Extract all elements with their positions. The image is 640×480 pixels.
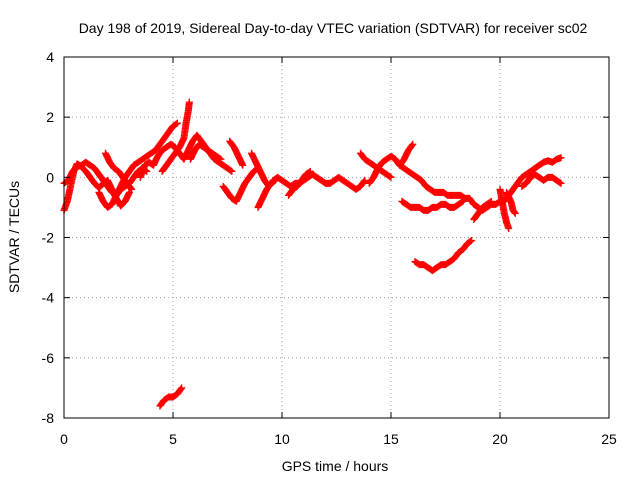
- data-point: [227, 167, 235, 175]
- data-points: [60, 98, 565, 410]
- y-tick-label: 2: [46, 109, 54, 125]
- data-point: [216, 155, 224, 163]
- chart-title: Day 198 of 2019, Sidereal Day-to-day VTE…: [79, 20, 588, 36]
- data-point: [360, 177, 368, 185]
- data-point: [557, 179, 565, 187]
- y-tick-label: -8: [42, 410, 55, 426]
- data-point: [511, 208, 519, 216]
- data-point: [387, 173, 395, 181]
- data-point: [468, 237, 476, 245]
- data-point: [217, 155, 225, 163]
- data-point: [409, 140, 417, 148]
- data-point: [127, 184, 135, 192]
- data-point: [305, 168, 313, 176]
- y-axis-label: SDTVAR / TECUs: [6, 181, 22, 293]
- y-tick-label: -4: [42, 290, 55, 306]
- data-point: [458, 198, 466, 206]
- data-point: [486, 198, 494, 206]
- data-point: [556, 179, 564, 187]
- data-point: [505, 224, 513, 232]
- x-tick-label: 0: [60, 431, 68, 447]
- axis-ticks: 0 5 10 15 20 25 -8 -6 -4 -2 0 2 4: [42, 49, 617, 447]
- y-tick-label: 0: [46, 169, 54, 185]
- x-tick-label: 20: [492, 431, 508, 447]
- data-point: [173, 119, 181, 127]
- data-point: [511, 209, 519, 217]
- data-point: [361, 176, 369, 184]
- y-tick-label: -2: [42, 230, 55, 246]
- data-point: [408, 141, 416, 149]
- x-tick-label: 10: [274, 431, 290, 447]
- data-point: [172, 120, 180, 128]
- y-tick-label: -6: [42, 350, 55, 366]
- data-point: [487, 197, 495, 205]
- x-tick-label: 5: [169, 431, 177, 447]
- data-point: [271, 176, 279, 184]
- y-tick-label: 4: [46, 49, 54, 65]
- data-point: [306, 167, 314, 175]
- data-point: [467, 237, 475, 245]
- grid: [64, 57, 609, 418]
- data-point: [459, 197, 467, 205]
- data-point: [228, 167, 236, 175]
- data-point: [239, 161, 247, 169]
- x-axis-label: GPS time / hours: [282, 458, 389, 474]
- data-point: [178, 384, 186, 392]
- data-point: [386, 173, 394, 181]
- x-tick-label: 25: [601, 431, 617, 447]
- data-point: [270, 177, 278, 185]
- data-point: [557, 154, 565, 162]
- data-point: [185, 98, 193, 106]
- data-point: [128, 185, 136, 193]
- x-tick-label: 15: [383, 431, 399, 447]
- data-point: [177, 385, 185, 393]
